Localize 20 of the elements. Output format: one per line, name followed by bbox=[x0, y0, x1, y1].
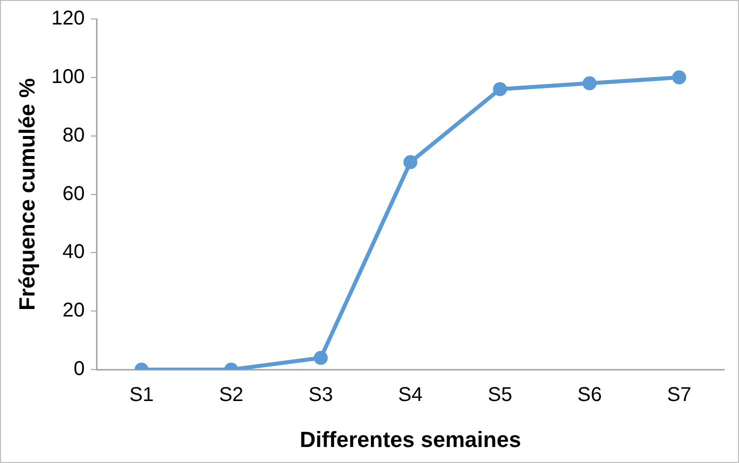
x-tick-label: S3 bbox=[308, 384, 334, 406]
x-tick-label: S7 bbox=[666, 384, 692, 406]
x-tick-label: S5 bbox=[488, 384, 512, 406]
y-tick-label: 20 bbox=[62, 300, 85, 322]
point bbox=[403, 155, 418, 170]
x-tick-label: S6 bbox=[577, 384, 602, 406]
y-tick-label: 0 bbox=[74, 358, 85, 380]
y-tick-label: 80 bbox=[62, 124, 85, 146]
x-tick-label: S1 bbox=[129, 384, 154, 406]
x-axis-title: Differentes semaines bbox=[300, 426, 522, 452]
y-tick-label: 100 bbox=[51, 66, 85, 88]
point bbox=[582, 76, 597, 90]
y-axis-title: Fréquence cumulée % bbox=[14, 78, 40, 310]
y-tick-label: 60 bbox=[62, 182, 85, 205]
y-tick-label: 40 bbox=[62, 241, 85, 264]
x-tick-label: S4 bbox=[398, 384, 423, 406]
point bbox=[492, 82, 507, 96]
point bbox=[672, 70, 686, 84]
x-tick-label: S2 bbox=[218, 384, 244, 406]
y-tick-label: 120 bbox=[51, 8, 85, 30]
